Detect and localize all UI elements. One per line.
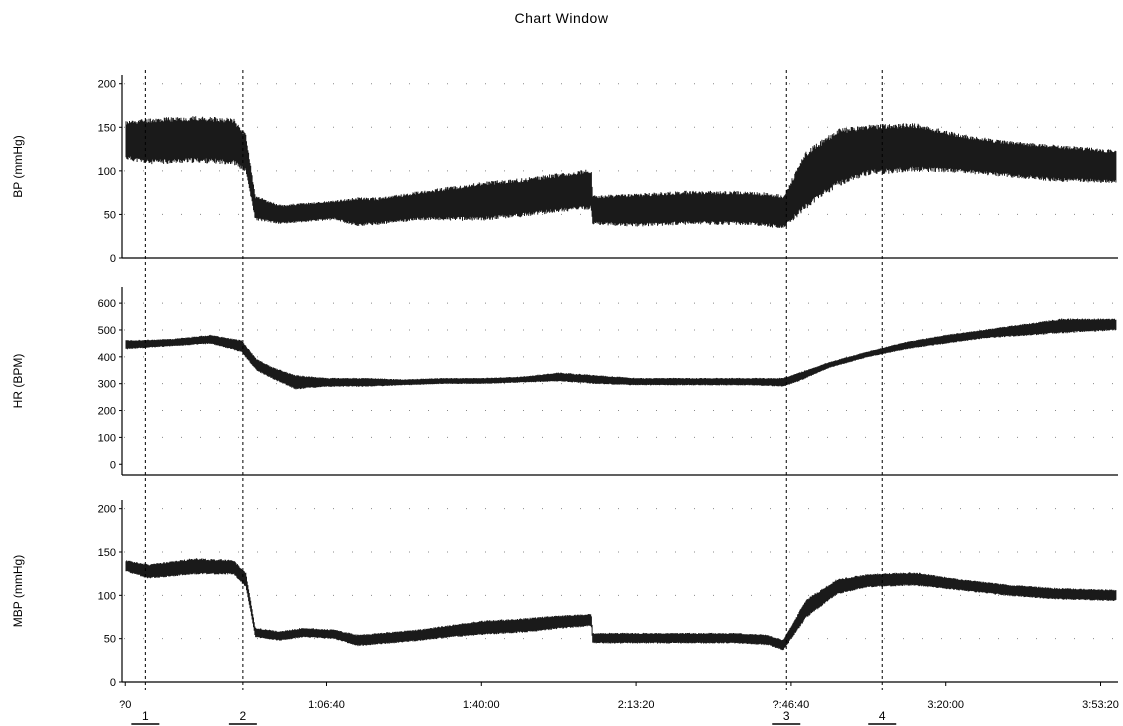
y-tick-label: 300 [98,379,116,391]
y-tick-label: 100 [98,166,116,178]
y-tick-label: 50 [104,634,116,646]
y-tick-label: 0 [110,459,116,471]
y-tick-label: 0 [110,253,116,265]
x-tick-label: 1:06:40 [308,699,345,711]
y-tick-label: 150 [98,122,116,134]
x-tick-label: ?:46:40 [773,699,810,711]
data-series [125,318,1117,390]
y-tick-label: 400 [98,352,116,364]
marker-label: 2 [240,709,247,723]
data-series [125,558,1117,651]
x-tick-label: 2:13:20 [618,699,655,711]
y-axis-label: MBP (mmHg) [11,555,25,627]
y-tick-label: 0 [110,677,116,689]
y-tick-label: 200 [98,406,116,418]
panel-1: 0 50 100 150 200 BP (mmHg) [11,75,1118,265]
data-series [125,116,1117,228]
y-tick-label: 200 [98,504,116,516]
y-axis-label: HR (BPM) [11,354,25,409]
y-axis-label: BP (mmHg) [11,135,25,197]
y-tick-label: 600 [98,298,116,310]
marker-label: 4 [879,709,886,723]
chart-title: Chart Window [514,10,609,26]
y-tick-label: 200 [98,79,116,91]
marker-label: 3 [783,709,790,723]
y-tick-label: 50 [104,209,116,221]
panel-3: 0 50 100 150 200 MBP (mmHg) [11,500,1118,689]
y-tick-label: 500 [98,325,116,337]
x-tick-label: 3:53:20 [1082,699,1119,711]
x-tick-label: 1:40:00 [463,699,500,711]
panel-2: 0 100 200 300 400 500 600 HR (BPM) [11,287,1118,476]
y-tick-label: 100 [98,432,116,444]
marker-label: 1 [142,709,149,723]
x-tick-label: ?0 [119,699,131,711]
x-tick-label: 3:20:00 [927,699,964,711]
y-tick-label: 150 [98,547,116,559]
y-tick-label: 100 [98,590,116,602]
